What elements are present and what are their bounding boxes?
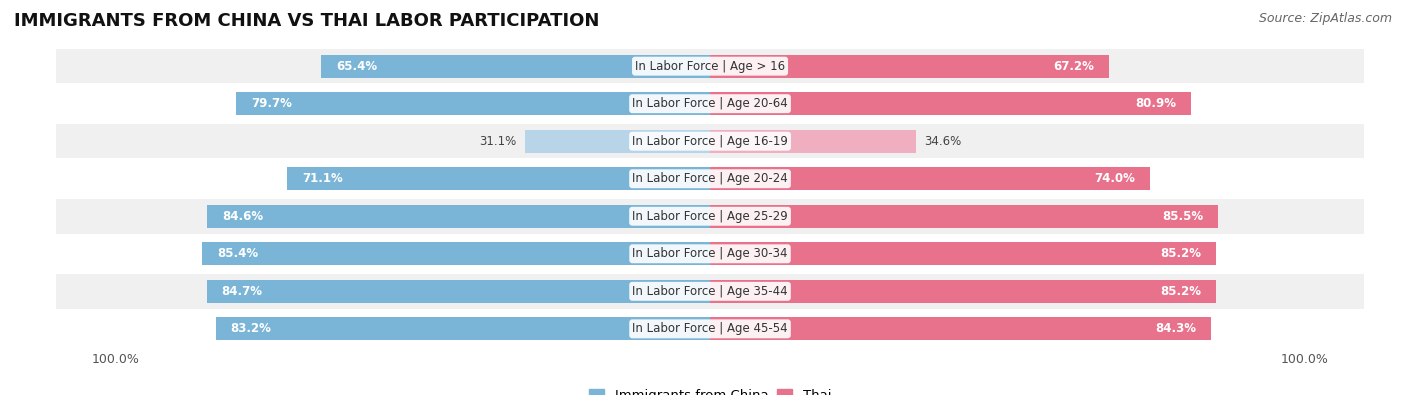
Bar: [710, 242, 1216, 265]
Bar: [56, 124, 1364, 158]
Bar: [56, 312, 1364, 346]
Bar: [236, 92, 710, 115]
Bar: [215, 317, 710, 340]
Text: 84.6%: 84.6%: [222, 210, 263, 223]
Bar: [56, 87, 1364, 121]
Bar: [526, 130, 710, 153]
Text: In Labor Force | Age 20-24: In Labor Force | Age 20-24: [633, 172, 787, 185]
Text: 84.7%: 84.7%: [222, 285, 263, 298]
Bar: [56, 199, 1364, 233]
Text: 34.6%: 34.6%: [925, 135, 962, 148]
Legend: Immigrants from China, Thai: Immigrants from China, Thai: [583, 384, 837, 395]
Bar: [710, 92, 1191, 115]
Text: 31.1%: 31.1%: [479, 135, 516, 148]
Bar: [710, 205, 1218, 228]
Bar: [710, 55, 1109, 78]
Text: In Labor Force | Age 16-19: In Labor Force | Age 16-19: [633, 135, 787, 148]
Bar: [207, 205, 710, 228]
Bar: [56, 49, 1364, 83]
Bar: [207, 280, 710, 303]
Text: 84.3%: 84.3%: [1156, 322, 1197, 335]
Text: In Labor Force | Age 30-34: In Labor Force | Age 30-34: [633, 247, 787, 260]
Text: 83.2%: 83.2%: [231, 322, 271, 335]
Text: In Labor Force | Age > 16: In Labor Force | Age > 16: [636, 60, 785, 73]
Bar: [710, 280, 1216, 303]
Text: 80.9%: 80.9%: [1135, 97, 1175, 110]
Text: IMMIGRANTS FROM CHINA VS THAI LABOR PARTICIPATION: IMMIGRANTS FROM CHINA VS THAI LABOR PART…: [14, 12, 599, 30]
Bar: [710, 167, 1150, 190]
Bar: [56, 274, 1364, 308]
Text: In Labor Force | Age 45-54: In Labor Force | Age 45-54: [633, 322, 787, 335]
Text: 85.4%: 85.4%: [218, 247, 259, 260]
Text: 65.4%: 65.4%: [336, 60, 377, 73]
Text: In Labor Force | Age 25-29: In Labor Force | Age 25-29: [633, 210, 787, 223]
Bar: [202, 242, 710, 265]
Bar: [710, 130, 915, 153]
Text: 85.5%: 85.5%: [1163, 210, 1204, 223]
Bar: [322, 55, 710, 78]
Text: 79.7%: 79.7%: [252, 97, 292, 110]
Text: 71.1%: 71.1%: [302, 172, 343, 185]
Text: 85.2%: 85.2%: [1160, 285, 1202, 298]
Bar: [287, 167, 710, 190]
Text: Source: ZipAtlas.com: Source: ZipAtlas.com: [1258, 12, 1392, 25]
Text: In Labor Force | Age 35-44: In Labor Force | Age 35-44: [633, 285, 787, 298]
Bar: [56, 237, 1364, 271]
Bar: [710, 317, 1211, 340]
Text: 67.2%: 67.2%: [1053, 60, 1095, 73]
Bar: [56, 162, 1364, 196]
Text: In Labor Force | Age 20-64: In Labor Force | Age 20-64: [633, 97, 787, 110]
Text: 74.0%: 74.0%: [1094, 172, 1135, 185]
Text: 85.2%: 85.2%: [1160, 247, 1202, 260]
